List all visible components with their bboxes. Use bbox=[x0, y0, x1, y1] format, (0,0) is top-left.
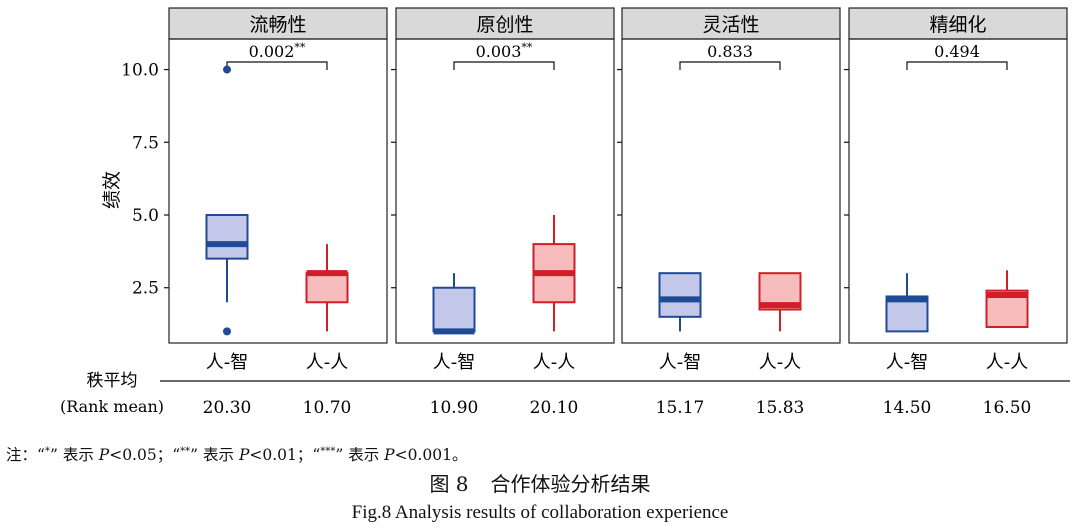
note-item-2: “**” 表示 P<0.01； bbox=[172, 446, 313, 464]
significance-bracket bbox=[679, 61, 781, 70]
rank-row-label: 秩平均 bbox=[87, 371, 138, 391]
outlier-point bbox=[223, 65, 231, 74]
panel-frame-1 bbox=[168, 38, 388, 344]
x-category-label: 人-智 bbox=[659, 352, 702, 373]
note-prefix: 注： bbox=[6, 446, 38, 464]
rank-mean-value: 14.50 bbox=[883, 398, 932, 418]
panel-frame-4 bbox=[848, 38, 1068, 344]
y-tick-label: 5.0 bbox=[132, 206, 159, 226]
note-item-1: “*” 表示 P<0.05； bbox=[37, 446, 173, 464]
x-category-label: 人-智 bbox=[433, 352, 476, 373]
x-category-label: 人-智 bbox=[886, 352, 929, 373]
panel-title: 流畅性 bbox=[249, 14, 306, 36]
figure-number: 图 8 bbox=[429, 472, 469, 496]
panel-header-1 bbox=[168, 7, 388, 40]
x-category-label: 人-人 bbox=[759, 352, 802, 373]
box-human-ai bbox=[658, 272, 702, 318]
boxplot-figure: 绩效 2.5 5.0 7.5 10.0 流畅性 0.002** 人-智 20.30 人-人 10.7… bbox=[60, 7, 1070, 418]
p-value-label: 0.833 bbox=[707, 42, 753, 61]
p-value-label: 0.002** bbox=[249, 41, 306, 61]
panel-title: 灵活性 bbox=[702, 14, 759, 36]
x-category-label: 人-智 bbox=[206, 352, 249, 373]
x-category-label: 人-人 bbox=[533, 352, 576, 373]
box-human-ai bbox=[432, 286, 476, 333]
x-category-label: 人-人 bbox=[306, 352, 349, 373]
rank-row-label-en: (Rank mean) bbox=[60, 397, 164, 416]
panel-header-3 bbox=[621, 7, 841, 40]
significance-bracket bbox=[453, 61, 555, 70]
box-human-ai bbox=[205, 214, 249, 260]
box-human-human bbox=[305, 272, 349, 304]
panel-frame-3 bbox=[621, 38, 841, 344]
rank-mean-value: 16.50 bbox=[983, 398, 1032, 418]
panel-title: 原创性 bbox=[476, 14, 533, 36]
significance-bracket bbox=[906, 61, 1008, 70]
rank-mean-value: 15.17 bbox=[656, 398, 705, 418]
y-axis-label: 绩效 bbox=[101, 171, 123, 209]
p-value-label: 0.003** bbox=[476, 41, 533, 61]
rank-mean-value: 10.70 bbox=[303, 398, 352, 418]
figure-caption-zh: 图 8 合作体验分析结果 bbox=[0, 468, 1080, 497]
significance-bracket bbox=[226, 61, 328, 70]
significance-note: 注：“*” 表示 P<0.05；“**” 表示 P<0.01；“***” 表示 … bbox=[6, 443, 467, 465]
panel-header-4 bbox=[848, 7, 1068, 40]
note-item-3: “***” 表示 P<0.001。 bbox=[312, 446, 468, 464]
figure-caption-en: Fig.8 Analysis results of collaboration … bbox=[351, 502, 729, 523]
rank-mean-value: 20.10 bbox=[530, 398, 579, 418]
y-tick-label: 7.5 bbox=[132, 133, 159, 153]
figure-title-zh: 合作体验分析结果 bbox=[490, 472, 651, 496]
outlier-point bbox=[223, 327, 231, 336]
panel-frame-2 bbox=[395, 38, 615, 344]
y-tick-label: 10.0 bbox=[121, 61, 159, 81]
p-value-label: 0.494 bbox=[934, 42, 980, 61]
x-category-label: 人-人 bbox=[986, 352, 1029, 373]
rank-mean-value: 10.90 bbox=[430, 398, 479, 418]
rank-mean-value: 20.30 bbox=[203, 398, 252, 418]
panel-title: 精细化 bbox=[929, 14, 986, 36]
y-tick-label: 2.5 bbox=[132, 279, 159, 299]
rank-mean-value: 15.83 bbox=[756, 398, 805, 418]
